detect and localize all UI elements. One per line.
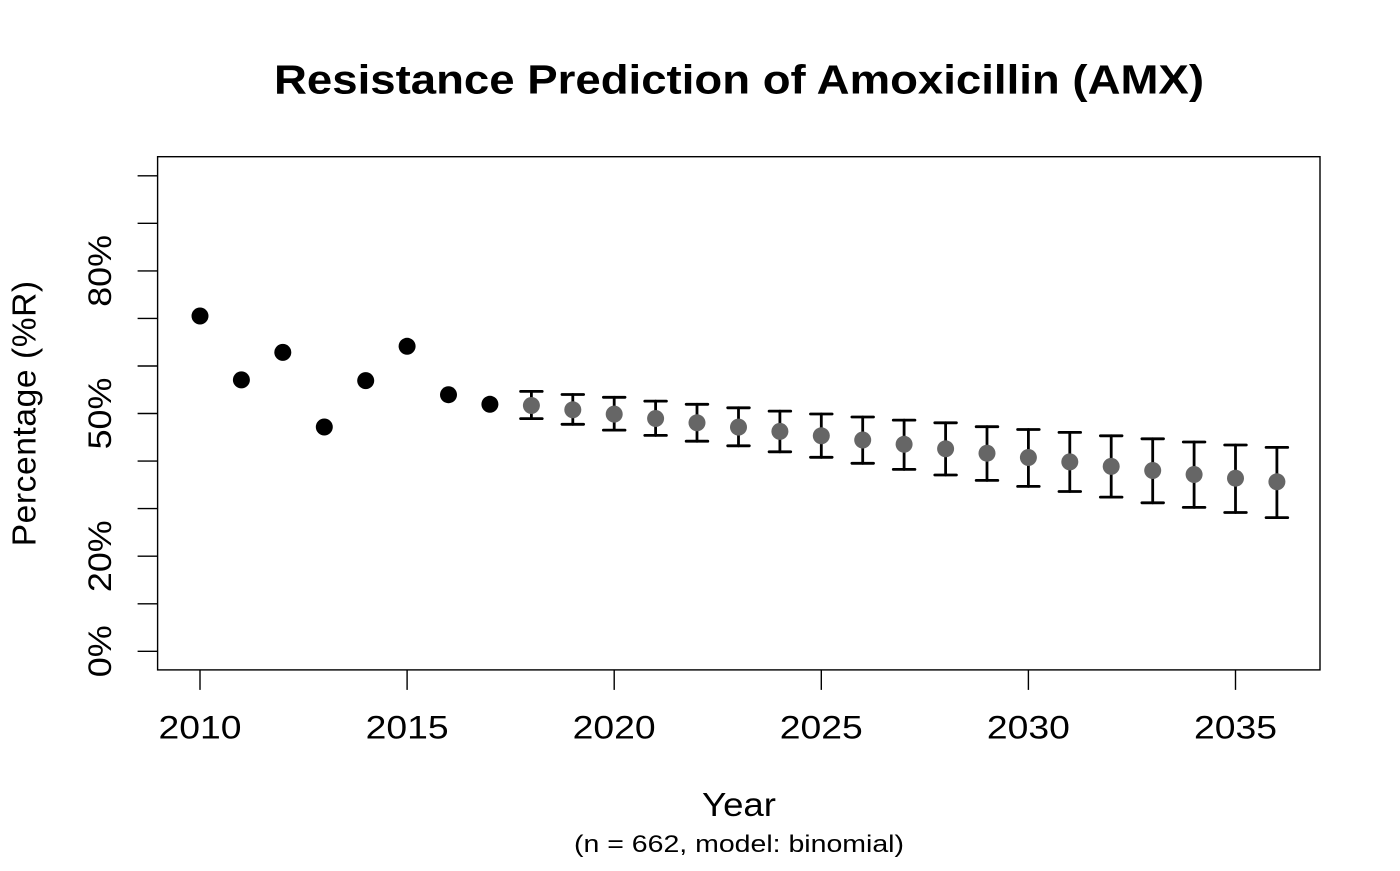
svg-text:20%: 20% — [82, 520, 118, 592]
svg-text:2035: 2035 — [1194, 709, 1277, 745]
svg-text:0%: 0% — [82, 625, 118, 677]
svg-text:50%: 50% — [82, 378, 118, 450]
svg-text:2020: 2020 — [573, 709, 656, 745]
svg-text:2010: 2010 — [159, 709, 242, 745]
svg-text:2025: 2025 — [780, 709, 863, 745]
svg-text:2015: 2015 — [366, 709, 449, 745]
svg-text:80%: 80% — [82, 235, 118, 307]
svg-text:2030: 2030 — [987, 709, 1070, 745]
svg-text:Year: Year — [702, 787, 776, 824]
svg-text:Percentage (%R): Percentage (%R) — [7, 280, 44, 546]
svg-text:(n = 662, model: binomial): (n = 662, model: binomial) — [574, 831, 904, 858]
svg-text:Resistance Prediction of Amoxi: Resistance Prediction of Amoxicillin (AM… — [274, 57, 1204, 103]
